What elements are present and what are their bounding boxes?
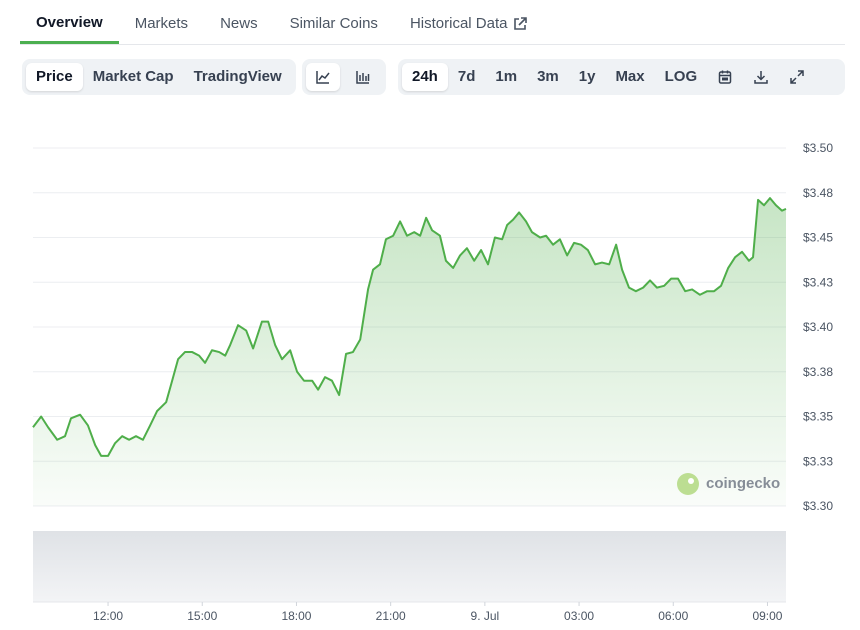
- volume-area: [33, 531, 786, 602]
- range-button[interactable]: 24h: [402, 63, 448, 91]
- price-line: [32, 197, 787, 457]
- tab-label: Historical Data: [409, 15, 508, 32]
- y-tick-label: $3.35: [803, 410, 833, 424]
- y-tick-label: $3.40: [803, 320, 833, 334]
- y-tick-label: $3.50: [803, 141, 833, 155]
- y-tick-label: $3.48: [803, 186, 833, 200]
- range-button[interactable]: Max: [615, 68, 645, 85]
- tab[interactable]: Historical Data: [394, 0, 544, 44]
- external-link-icon: [514, 17, 528, 30]
- range-button[interactable]: 7d: [457, 68, 476, 85]
- candle-chart-button[interactable]: [346, 63, 380, 91]
- watermark: coingecko: [677, 473, 780, 495]
- tab[interactable]: Similar Coins: [289, 15, 378, 32]
- y-tick-label: $3.30: [803, 499, 833, 513]
- y-tick-label: $3.33: [803, 454, 833, 468]
- y-tick-label: $3.45: [803, 231, 833, 245]
- fullscreen-button[interactable]: [779, 63, 815, 91]
- view-group: Price Market Cap TradingView: [22, 59, 296, 95]
- x-tick-label: 18:00: [281, 609, 311, 623]
- x-tick-label: 09:00: [752, 609, 782, 623]
- log-button[interactable]: LOG: [664, 68, 698, 85]
- range-button[interactable]: 1y: [578, 68, 596, 85]
- range-group: 24h 7d 1m 3m 1y Max LOG: [398, 59, 845, 95]
- x-tick-label: 06:00: [658, 609, 688, 623]
- x-tick-label: 21:00: [376, 609, 406, 623]
- x-tick-label: 03:00: [564, 609, 594, 623]
- tab[interactable]: Markets: [134, 15, 189, 32]
- view-button[interactable]: TradingView: [193, 68, 282, 85]
- tab[interactable]: Overview: [20, 0, 119, 44]
- calendar-button[interactable]: [707, 63, 743, 91]
- view-button[interactable]: Market Cap: [92, 68, 174, 85]
- y-tick-label: $3.38: [803, 365, 833, 379]
- tab-bar: Overview Markets News Similar Coins Hist…: [20, 0, 845, 45]
- line-chart-button[interactable]: [306, 63, 340, 91]
- x-tick-label: 15:00: [187, 609, 217, 623]
- watermark-text: coingecko: [706, 475, 780, 492]
- y-tick-label: $3.43: [803, 275, 833, 289]
- x-tick-label: 12:00: [93, 609, 123, 623]
- price-area: [33, 198, 786, 506]
- tab[interactable]: News: [220, 15, 258, 32]
- chart-style-group: [302, 59, 386, 95]
- view-button[interactable]: Price: [26, 63, 83, 91]
- range-button[interactable]: 1m: [495, 68, 518, 85]
- range-button[interactable]: 3m: [537, 68, 559, 85]
- x-tick-label: 9. Jul: [471, 609, 500, 623]
- download-button[interactable]: [743, 63, 779, 91]
